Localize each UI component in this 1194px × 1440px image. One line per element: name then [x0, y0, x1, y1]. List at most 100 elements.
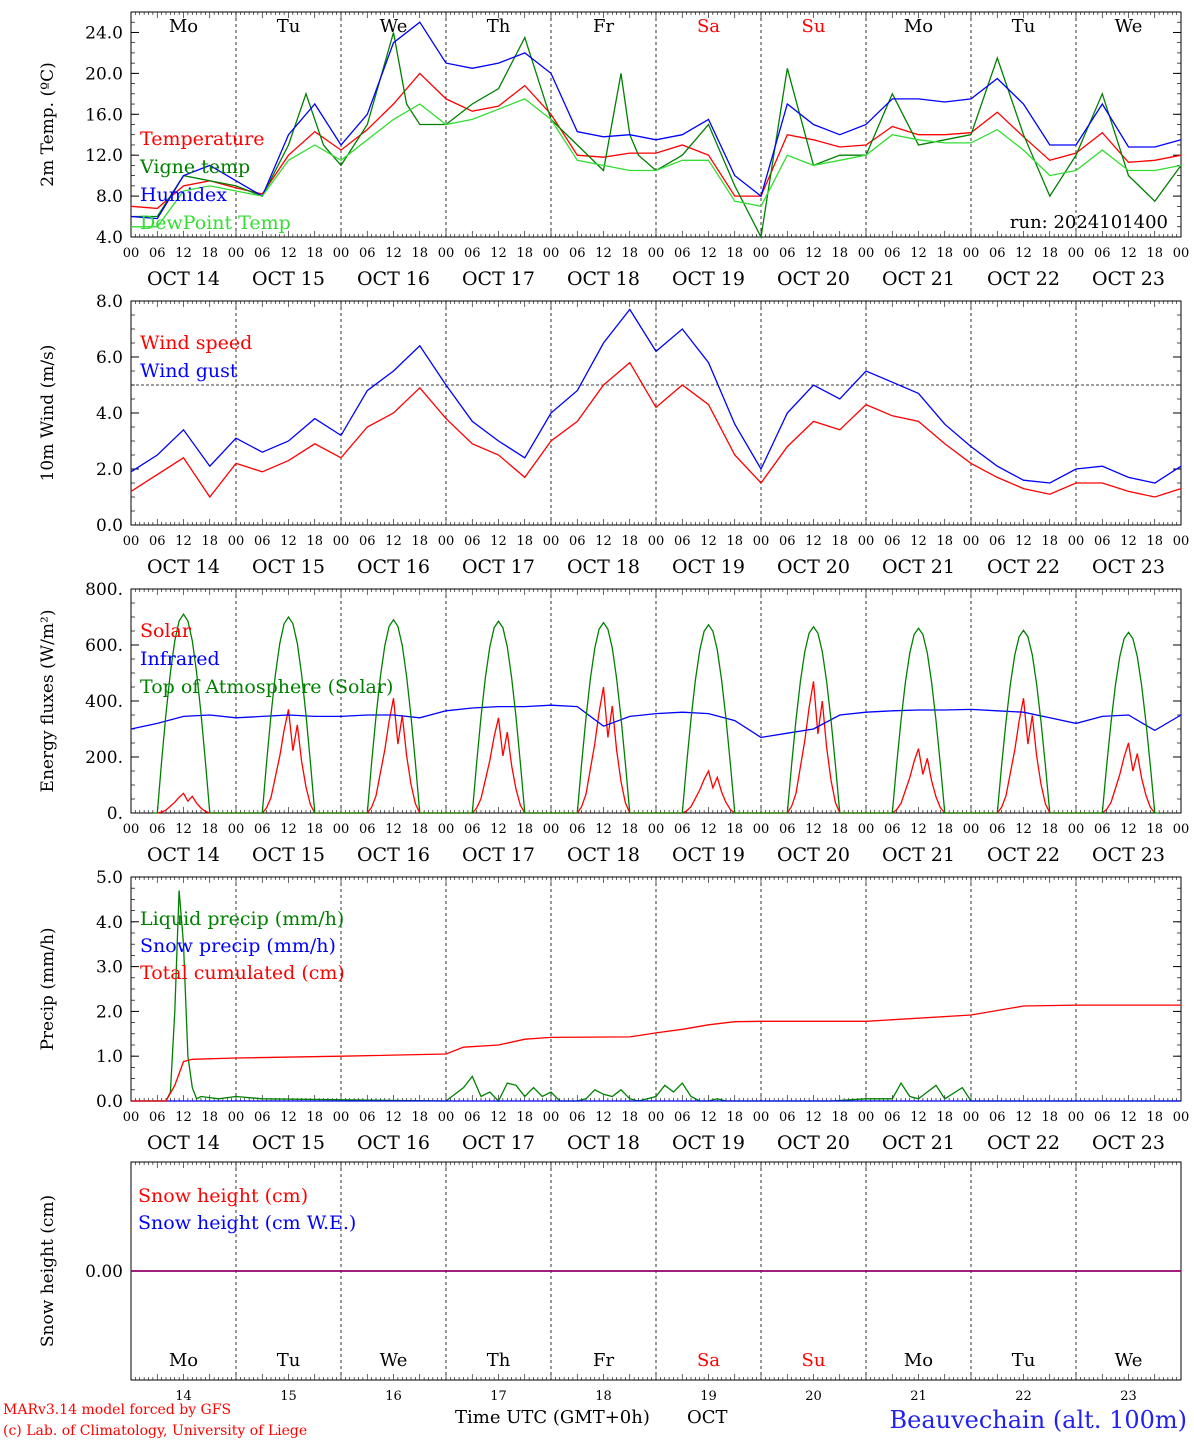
hour-tick-label: 06	[1094, 246, 1111, 261]
day-number: 15	[280, 1389, 297, 1404]
day-number: 18	[595, 1389, 612, 1404]
hour-tick-label: 06	[464, 1110, 481, 1125]
hour-tick-label: 00	[1068, 534, 1085, 549]
series-temperature	[130, 72, 1182, 210]
hour-tick-label: 18	[1146, 534, 1163, 549]
hour-tick-label: 12	[910, 822, 927, 837]
hour-tick-label: 18	[201, 1110, 218, 1125]
y-tick-label: 8.0	[96, 187, 123, 207]
hour-tick-label: 06	[569, 534, 586, 549]
hour-tick-label: 12	[910, 534, 927, 549]
hour-tick-label: 00	[753, 534, 770, 549]
hour-tick-label: 12	[490, 534, 507, 549]
hour-tick-label: 18	[411, 1110, 428, 1125]
date-label: OCT 17	[462, 844, 535, 866]
y-tick-label: 1.0	[96, 1047, 123, 1067]
legend-entry: Wind gust	[140, 360, 238, 382]
hour-tick-label: 06	[989, 246, 1006, 261]
date-label: OCT 15	[252, 268, 325, 290]
hour-tick-label: 00	[123, 822, 140, 837]
hour-tick-label: 12	[595, 1110, 612, 1125]
hour-tick-label: 00	[228, 1110, 245, 1125]
hour-tick-label: 06	[569, 246, 586, 261]
weekday-label: Th	[487, 16, 511, 37]
hour-tick-label: 12	[1120, 534, 1137, 549]
date-label: OCT 22	[987, 844, 1060, 866]
hour-tick-label: 00	[438, 246, 455, 261]
series-humidex	[130, 21, 1182, 220]
hour-tick-label: 00	[858, 246, 875, 261]
hour-tick-label: 18	[1041, 1110, 1058, 1125]
y-tick-label: 24.0	[85, 23, 123, 43]
hour-tick-label: 00	[858, 822, 875, 837]
weekday-label: Mo	[169, 1350, 198, 1371]
y-tick-label: 5.0	[96, 868, 123, 888]
y-tick-label: 0.00	[85, 1262, 123, 1282]
legend-entry: Snow precip (mm/h)	[140, 935, 336, 957]
hour-tick-label: 18	[831, 822, 848, 837]
hour-tick-label: 12	[805, 246, 822, 261]
hour-tick-label: 18	[621, 1110, 638, 1125]
hour-tick-label: 12	[805, 1110, 822, 1125]
hour-tick-label: 12	[595, 534, 612, 549]
y-tick-label: 0.0	[96, 516, 123, 536]
hour-tick-label: 18	[936, 1110, 953, 1125]
date-label: OCT 17	[462, 556, 535, 578]
hour-tick-label: 06	[464, 246, 481, 261]
hour-tick-label: 12	[1120, 822, 1137, 837]
flux-panel: 0. 200. 400. 600. 800. Energy fluxes (W/m²) So…	[38, 580, 1189, 866]
y-tick-label: 4.0	[96, 404, 123, 424]
hour-tick-label: 06	[254, 534, 271, 549]
hour-tick-label: 18	[306, 1110, 323, 1125]
date-label: OCT 23	[1092, 268, 1165, 290]
hour-tick-label: 12	[805, 822, 822, 837]
hour-tick-label: 06	[1094, 822, 1111, 837]
weekday-label: Mo	[169, 16, 198, 37]
y-axis-label: 10m Wind (m/s)	[38, 345, 58, 482]
hour-tick-label: 00	[543, 534, 560, 549]
precip-panel: 0.0 1.0 2.0 3.0 4.0 5.0 Precip (mm/h) Liquid pr…	[38, 868, 1189, 1154]
hour-tick-label: 00	[438, 1110, 455, 1125]
hour-tick-label: 06	[359, 534, 376, 549]
hour-tick-label: 00	[1173, 822, 1190, 837]
hour-tick-label: 00	[858, 1110, 875, 1125]
date-label: OCT 21	[882, 556, 955, 578]
date-label: OCT 15	[252, 844, 325, 866]
hour-tick-label: 12	[175, 246, 192, 261]
hour-tick-label: 06	[1094, 534, 1111, 549]
legend-entry: Humidex	[140, 184, 227, 206]
weekday-label: Tu	[277, 16, 301, 37]
hour-tick-label: 12	[1015, 534, 1032, 549]
hour-tick-label: 18	[201, 246, 218, 261]
date-label: OCT 23	[1092, 844, 1165, 866]
hour-tick-label: 18	[831, 246, 848, 261]
hour-tick-label: 00	[1068, 246, 1085, 261]
hour-tick-label: 18	[411, 534, 428, 549]
hour-tick-label: 00	[963, 534, 980, 549]
date-label: OCT 14	[147, 556, 220, 578]
hour-tick-label: 00	[1068, 1110, 1085, 1125]
date-label: OCT 22	[987, 1132, 1060, 1154]
hour-tick-label: 12	[490, 246, 507, 261]
y-axis-label: Precip (mm/h)	[38, 927, 58, 1050]
y-tick-label: 16.0	[85, 105, 123, 125]
weekday-label: Tu	[1012, 16, 1036, 37]
date-label: OCT 16	[357, 556, 430, 578]
day-number: 14	[175, 1389, 192, 1404]
snow-panel: 0.00 Snow height (cm) Snow height (cm) Snow…	[38, 1161, 1182, 1404]
date-label: OCT 23	[1092, 556, 1165, 578]
hour-tick-label: 18	[1146, 1110, 1163, 1125]
hour-tick-label: 12	[595, 822, 612, 837]
hour-tick-label: 06	[254, 246, 271, 261]
station-name: Beauvechain (alt. 100m)	[889, 1406, 1187, 1434]
hour-tick-label: 06	[989, 822, 1006, 837]
hour-tick-label: 00	[123, 534, 140, 549]
hour-tick-label: 06	[149, 534, 166, 549]
date-label: OCT 22	[987, 556, 1060, 578]
hour-tick-label: 12	[175, 534, 192, 549]
weekday-label: Tu	[1012, 1350, 1036, 1371]
hour-tick-label: 18	[411, 822, 428, 837]
y-tick-label: 2.0	[96, 460, 123, 480]
date-label: OCT 18	[567, 844, 640, 866]
date-label: OCT 16	[357, 1132, 430, 1154]
